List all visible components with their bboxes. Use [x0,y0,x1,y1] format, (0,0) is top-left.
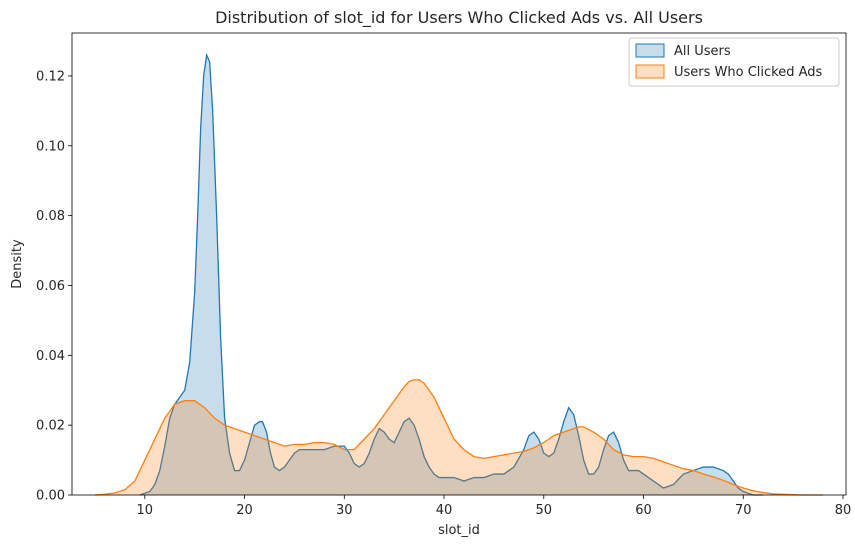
x-tick-label: 60 [635,503,652,518]
series-area-all-users [139,55,764,495]
plot-frame [71,32,847,496]
y-tick-label: 0.02 [36,419,65,434]
series-line-all-users [139,52,764,496]
series-line-users-who-clicked-ads [94,379,824,496]
y-tick-label: 0.04 [36,349,65,364]
x-tick-label: 10 [137,503,154,518]
legend-swatch-all-users [635,43,665,58]
legend-label-all-users: All Users [674,44,731,59]
x-tick-label: 40 [436,503,453,518]
chart-title: Distribution of slot_id for Users Who Cl… [215,8,703,28]
legend-box [628,37,840,87]
y-axis-label: Density [10,239,25,289]
series-area-users-who-clicked-ads [94,379,824,495]
y-tick-label: 0.06 [36,279,65,294]
y-tick-label: 0.08 [36,209,65,224]
legend-label-clicked-ads: Users Who Clicked Ads [674,65,823,80]
y-tick-label: 0.10 [36,139,65,154]
x-tick-label: 70 [735,503,752,518]
x-tick-label: 50 [536,503,553,518]
x-tick-label: 30 [336,503,353,518]
x-axis: 10 20 30 40 50 60 70 80 [137,495,852,518]
series-layer [94,52,824,496]
legend-swatch-clicked-ads [635,64,665,79]
x-axis-label: slot_id [438,523,480,538]
y-axis: 0.00 0.02 0.04 0.06 0.08 0.10 0.12 [36,69,72,504]
x-tick-label: 20 [236,503,253,518]
legend: All Users Users Who Clicked Ads [628,37,840,87]
y-tick-label: 0.12 [36,69,65,84]
x-tick-label: 80 [835,503,852,518]
y-tick-label: 0.00 [36,489,65,504]
